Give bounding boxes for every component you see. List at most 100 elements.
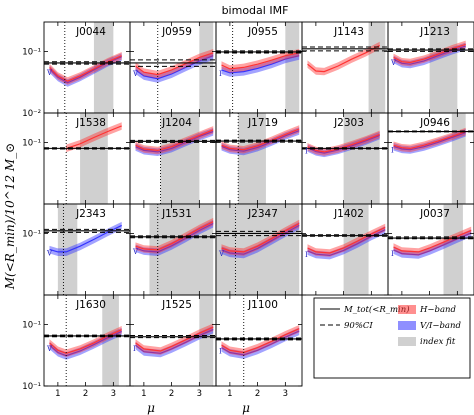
legend-label: V/I−band xyxy=(420,321,461,331)
h-band-band xyxy=(393,226,472,256)
legend-swatch xyxy=(398,321,416,330)
vi-band-band xyxy=(221,221,300,259)
panel-frame xyxy=(387,203,474,296)
chart-title: bimodal IMF xyxy=(222,4,289,17)
panel-label: J0044 xyxy=(75,26,106,38)
legend-swatch xyxy=(398,337,416,346)
band-side-label: I xyxy=(219,348,222,356)
band-side-label: V xyxy=(46,345,53,353)
panel-J1100: J1100 I xyxy=(215,294,303,387)
vi-band-curve xyxy=(221,330,300,356)
vi-band-curve xyxy=(135,328,214,354)
vi-band-band xyxy=(307,226,386,260)
h-band-curve xyxy=(221,128,300,151)
panel-J1538: J1538 xyxy=(43,112,131,205)
band-side-label: I xyxy=(219,70,222,78)
vi-band-curve xyxy=(49,224,122,253)
h-band-curve xyxy=(66,125,122,149)
index-fit-band xyxy=(343,113,380,204)
h-band-curve xyxy=(307,44,380,73)
index-fit-band xyxy=(429,22,458,113)
index-fit-band xyxy=(57,204,78,295)
h-band-band xyxy=(49,326,122,357)
x-tick-label: 2 xyxy=(83,389,88,399)
h-band-curve xyxy=(393,43,466,64)
h-band-curve xyxy=(135,129,214,152)
panel-label: J0946 xyxy=(419,117,450,129)
panel-label: J0037 xyxy=(419,208,450,220)
panel-J1719: J1719 xyxy=(215,112,303,205)
vi-band-curve xyxy=(307,229,386,257)
panel-J1402: J1402 I xyxy=(301,203,389,296)
x-axis-label-col2: μ xyxy=(242,401,250,415)
y-tick-label: 10⁻² xyxy=(22,109,41,119)
band-side-label: V xyxy=(132,70,139,78)
panel-label: J2343 xyxy=(75,208,106,220)
panel-J1143: J1143 xyxy=(301,21,389,114)
panel-label: J1531 xyxy=(161,208,192,220)
vi-band-curve xyxy=(49,330,122,357)
panel-J0946: J0946 I xyxy=(387,112,474,205)
y-tick-label: 10⁻¹ xyxy=(22,229,41,239)
vi-band-curve xyxy=(135,222,214,253)
panel-label: J1525 xyxy=(161,299,192,311)
legend-label: 90%CI xyxy=(344,321,373,331)
panel-label: J1402 xyxy=(333,208,364,220)
x-tick-label: 3 xyxy=(283,389,288,399)
index-fit-band xyxy=(451,113,466,204)
panel-J0037: J0037 I xyxy=(387,203,474,296)
vi-band-curve xyxy=(221,130,300,152)
panel-label: J2347 xyxy=(247,208,278,220)
index-fit-band xyxy=(80,113,108,204)
index-fit-band xyxy=(216,204,300,295)
index-fit-band xyxy=(343,204,369,295)
y-tick-label: 10⁻¹ xyxy=(22,320,41,330)
panel-grid: J0044 V J0959 V J0955 I J1143 J1213 V J1538 J1204 J… xyxy=(22,21,474,399)
h-band-band xyxy=(393,127,466,153)
band-side-label: I xyxy=(133,345,136,353)
h-band-band xyxy=(221,125,300,154)
panel-J0959: J0959 V xyxy=(129,21,217,114)
panel-label: J1143 xyxy=(333,26,364,38)
panel-J1213: J1213 V xyxy=(387,21,474,114)
h-band-band xyxy=(49,52,122,85)
h-band-curve xyxy=(135,326,214,352)
index-fit-band xyxy=(199,295,214,386)
panel-frame xyxy=(215,294,303,387)
panel-label: J0955 xyxy=(247,26,278,38)
x-tick-label: 1 xyxy=(141,389,146,399)
vi-band-band xyxy=(49,221,122,256)
x-axis-label-col1: μ xyxy=(147,401,155,415)
vi-band-curve xyxy=(307,134,380,154)
band-side-label: V xyxy=(218,250,225,258)
panel-label: J0959 xyxy=(161,26,192,38)
y-tick-label: 10⁻¹ xyxy=(22,138,41,148)
vi-band-curve xyxy=(221,55,300,74)
band-side-label: V xyxy=(390,59,397,67)
vi-band-band xyxy=(135,325,214,358)
vi-band-band xyxy=(221,327,300,359)
x-tick-label: 2 xyxy=(169,389,174,399)
h-band-curve xyxy=(221,52,300,70)
vi-band-band xyxy=(135,52,214,83)
panel-label: J1100 xyxy=(247,299,278,311)
vi-band-curve xyxy=(393,232,472,256)
h-band-curve xyxy=(221,328,300,354)
panel-J2347: J2347 V xyxy=(215,203,303,296)
h-band-curve xyxy=(393,229,472,253)
band-side-label: I xyxy=(391,146,394,154)
index-fit-band xyxy=(368,22,386,113)
h-band-band xyxy=(221,49,300,73)
legend-box xyxy=(313,297,471,379)
panel-J2343: J2343 V xyxy=(43,203,131,296)
band-side-label: V xyxy=(46,69,53,77)
legend-swatch xyxy=(398,305,416,314)
panel-label: J2303 xyxy=(333,117,364,129)
h-band-curve xyxy=(393,130,466,150)
vi-band-band xyxy=(49,327,122,360)
index-fit-band xyxy=(199,22,214,113)
h-band-curve xyxy=(221,222,300,253)
band-side-label: I xyxy=(305,251,308,259)
h-band-curve xyxy=(135,52,214,76)
